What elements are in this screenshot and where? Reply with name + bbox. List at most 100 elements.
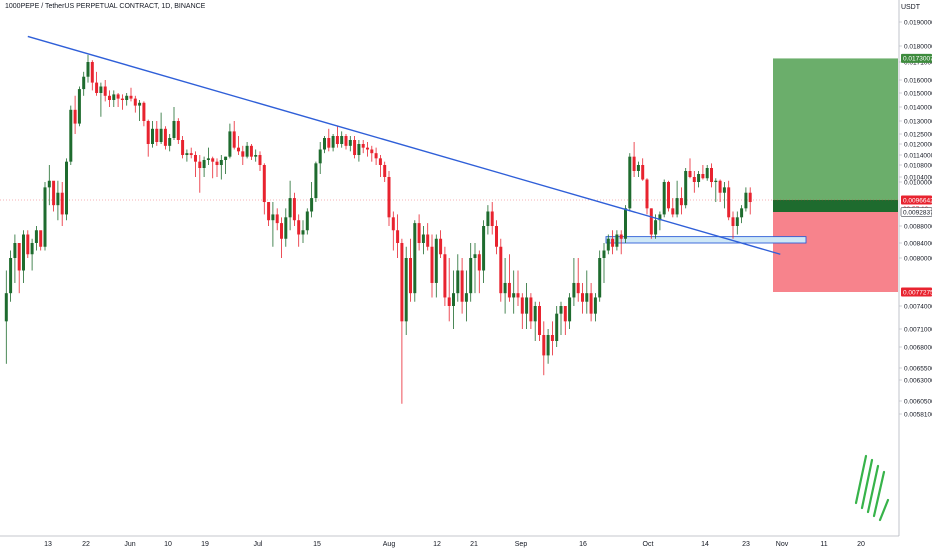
candle: [417, 214, 421, 251]
candle-body: [241, 151, 245, 157]
candle: [189, 147, 193, 159]
candle: [69, 105, 73, 165]
y-tick-label: 0.0058100: [904, 411, 932, 418]
candle-body: [228, 131, 232, 157]
candle: [9, 250, 13, 302]
candle: [258, 151, 262, 171]
candle-body: [43, 187, 47, 247]
candle-body: [172, 121, 176, 138]
candle-body: [550, 335, 554, 341]
logo-stroke: [854, 454, 868, 505]
candle-body: [318, 149, 322, 164]
candle-body: [90, 62, 94, 83]
candle-body: [529, 297, 533, 322]
candle-body: [301, 230, 305, 235]
candle: [615, 230, 619, 251]
candle: [456, 254, 460, 302]
candle-body: [542, 335, 546, 356]
candle-body: [507, 282, 511, 298]
candle-body: [370, 149, 374, 154]
candle: [86, 54, 90, 83]
candle-body: [417, 223, 421, 243]
candle-body: [499, 246, 503, 294]
candle: [593, 293, 597, 322]
candle-body: [452, 293, 455, 306]
logo-stroke: [872, 470, 886, 518]
candle: [284, 208, 288, 247]
candle-body: [82, 76, 86, 90]
candle-body: [675, 198, 679, 215]
candle: [4, 270, 8, 364]
candle-body: [396, 230, 400, 243]
candle-body: [387, 177, 391, 218]
candle-body: [275, 214, 279, 224]
candle-body: [52, 180, 56, 206]
candle: [47, 165, 51, 206]
candle: [443, 246, 447, 306]
candle-body: [404, 258, 408, 322]
candle-body: [69, 109, 73, 162]
candle: [503, 258, 507, 314]
candle: [404, 246, 408, 335]
candle-body: [667, 182, 670, 209]
candle: [125, 93, 129, 106]
target-price-badge-bg: [901, 53, 932, 63]
candle-body: [267, 202, 271, 221]
candle-body: [413, 223, 417, 294]
candle: [323, 136, 326, 154]
candle: [288, 180, 292, 231]
candle-body: [340, 136, 344, 144]
candle: [159, 112, 163, 144]
candle: [662, 179, 666, 218]
candle: [731, 211, 735, 239]
candle-body: [245, 145, 249, 157]
x-tick-label: 23: [742, 541, 750, 548]
candle: [636, 161, 640, 177]
candle: [383, 161, 387, 182]
y-tick-label: 0.0125000: [904, 131, 932, 138]
candle: [340, 131, 344, 148]
candle-body: [249, 145, 253, 157]
entry-band: [773, 200, 898, 212]
candle-body: [116, 94, 120, 99]
candle-body: [189, 153, 193, 155]
candle-body: [641, 165, 645, 180]
candle: [619, 230, 623, 255]
candle-body: [391, 217, 395, 231]
trendline[interactable]: [27, 35, 781, 255]
candle: [215, 158, 219, 177]
candle-body: [482, 226, 486, 271]
candle-body: [598, 258, 602, 298]
candle-body: [168, 138, 172, 146]
candle-body: [120, 98, 124, 100]
candle-body: [366, 147, 369, 150]
support-box[interactable]: [605, 236, 807, 244]
x-tick-label: Jun: [124, 541, 135, 548]
entry-price-badge-bg: [900, 207, 932, 217]
candle-body: [129, 95, 133, 99]
candle-body: [602, 250, 606, 258]
candle: [39, 230, 43, 251]
candle: [168, 134, 172, 152]
candle-body: [568, 297, 572, 322]
candle: [624, 205, 627, 243]
candle-body: [17, 243, 21, 271]
candle-body: [533, 306, 537, 322]
candle: [297, 214, 301, 247]
y-tick-label: 0.0074000: [904, 303, 932, 310]
candle-body: [426, 234, 430, 247]
candle-body: [194, 155, 197, 162]
candle-body: [237, 147, 240, 152]
y-tick-label: 0.0180000: [904, 43, 932, 50]
candle: [34, 226, 38, 251]
candle-body: [22, 234, 25, 271]
candle-body: [314, 163, 318, 199]
y-tick-label: 0.0108000: [904, 162, 932, 169]
x-tick-label: 20: [857, 541, 865, 548]
candle: [108, 90, 111, 107]
candle: [301, 220, 305, 243]
position-zones: [773, 58, 898, 292]
candle-body: [692, 177, 696, 182]
candle: [232, 121, 236, 150]
